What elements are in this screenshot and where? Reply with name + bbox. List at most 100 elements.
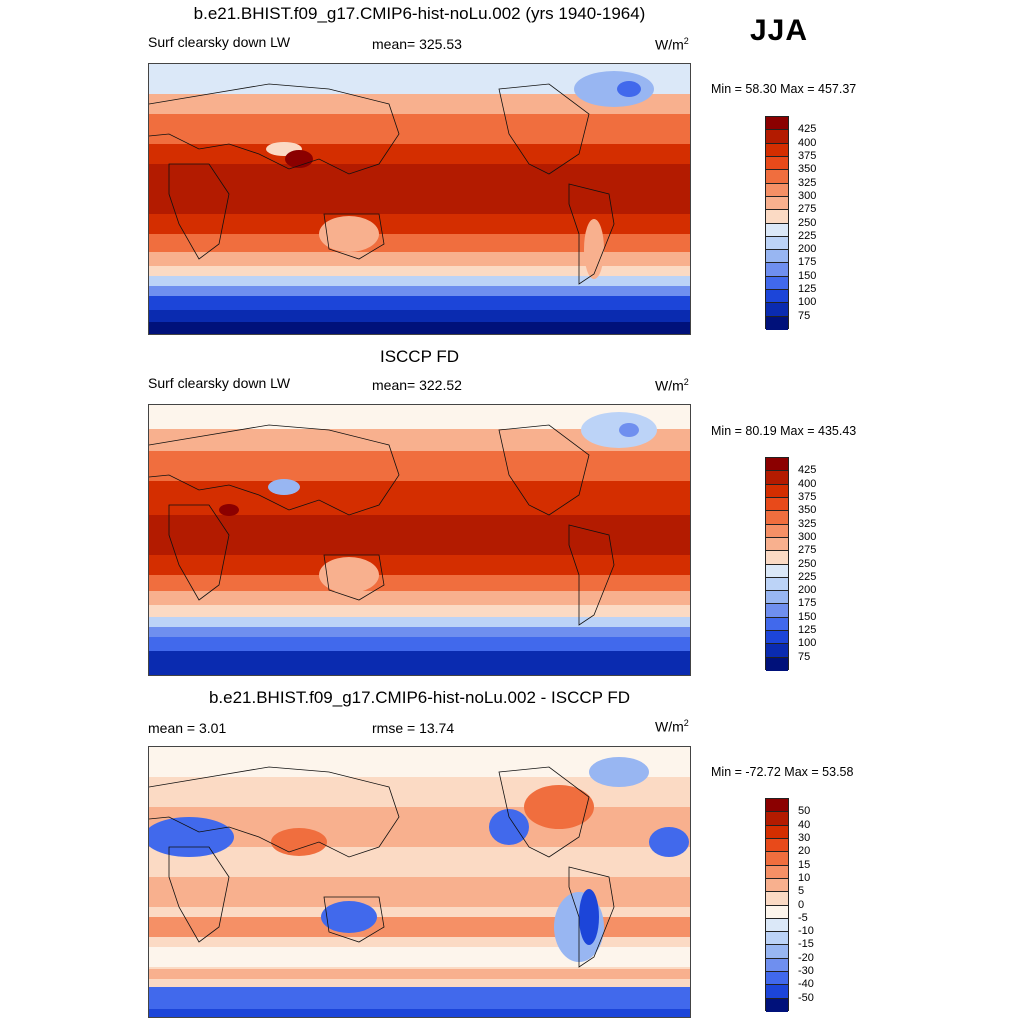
colorbar-swatch bbox=[766, 143, 788, 157]
colorbar-tick-label: 100 bbox=[798, 296, 817, 309]
colorbar-tick-label: 225 bbox=[798, 229, 817, 242]
panel1-units: W/m2 bbox=[655, 36, 689, 53]
colorbar-tick-label: 325 bbox=[798, 517, 817, 530]
colorbar-swatch bbox=[766, 316, 788, 330]
colorbar-swatch bbox=[766, 878, 788, 893]
colorbar-tick-label: 75 bbox=[798, 650, 811, 663]
colorbar-tick-label: 350 bbox=[798, 163, 817, 176]
season-label: JJA bbox=[750, 14, 809, 47]
colorbar-tick-label: -15 bbox=[798, 938, 814, 951]
panel1-map bbox=[148, 63, 691, 335]
colorbar-swatch bbox=[766, 958, 788, 973]
colorbar-tick-label: 125 bbox=[798, 283, 817, 296]
colorbar-swatch bbox=[766, 524, 788, 538]
colorbar-tick-label: 40 bbox=[798, 818, 811, 831]
panel3-units: W/m2 bbox=[655, 718, 689, 735]
colorbar-swatch bbox=[766, 551, 788, 565]
colorbar-swatch bbox=[766, 812, 788, 826]
panel3-rmse-label: rmse = 13.74 bbox=[372, 720, 455, 736]
colorbar-swatch bbox=[766, 170, 788, 184]
panel2-mean-label: mean= 322.52 bbox=[372, 377, 462, 393]
colorbar-tick-label: -40 bbox=[798, 978, 814, 991]
colorbar-swatch bbox=[766, 617, 788, 632]
colorbar-tick-label: 375 bbox=[798, 490, 817, 503]
colorbar-swatch bbox=[766, 945, 788, 959]
colorbar-swatch bbox=[766, 998, 788, 1012]
colorbar-swatch bbox=[766, 905, 788, 919]
colorbar-swatch bbox=[766, 657, 788, 671]
colorbar-tick-label: 275 bbox=[798, 544, 817, 557]
panel1-mean-label: mean= 325.53 bbox=[372, 36, 462, 52]
panel2-map bbox=[148, 404, 691, 676]
colorbar-swatch bbox=[766, 799, 788, 813]
panel2-units: W/m2 bbox=[655, 377, 689, 394]
colorbar-tick-label: 425 bbox=[798, 123, 817, 136]
colorbar-tick-label: 100 bbox=[798, 637, 817, 650]
colorbar-swatch bbox=[766, 631, 788, 645]
colorbar-tick-label: 250 bbox=[798, 216, 817, 229]
colorbar-tick-label: 400 bbox=[798, 136, 817, 149]
panel3-map bbox=[148, 746, 691, 1018]
panel1-variable-label: Surf clearsky down LW bbox=[148, 34, 291, 50]
colorbar-swatch bbox=[766, 511, 788, 525]
colorbar-swatch bbox=[766, 972, 788, 986]
colorbar-swatch bbox=[766, 604, 788, 618]
colorbar-swatch bbox=[766, 303, 788, 317]
colorbar-swatch bbox=[766, 290, 788, 304]
colorbar-swatch bbox=[766, 210, 788, 224]
panel3-colorbar bbox=[765, 798, 789, 1012]
colorbar-swatch bbox=[766, 236, 788, 251]
colorbar-swatch bbox=[766, 263, 788, 277]
colorbar-tick-label: 200 bbox=[798, 243, 817, 256]
colorbar-tick-label: 75 bbox=[798, 309, 811, 322]
colorbar-swatch bbox=[766, 484, 788, 498]
colorbar-swatch bbox=[766, 537, 788, 552]
colorbar-swatch bbox=[766, 117, 788, 131]
colorbar-tick-label: -20 bbox=[798, 951, 814, 964]
colorbar-tick-label: 200 bbox=[798, 584, 817, 597]
panel2-colorbar bbox=[765, 457, 789, 671]
colorbar-swatch bbox=[766, 838, 788, 853]
colorbar-swatch bbox=[766, 932, 788, 946]
colorbar-swatch bbox=[766, 223, 788, 237]
colorbar-tick-label: 15 bbox=[798, 858, 811, 871]
colorbar-swatch bbox=[766, 892, 788, 906]
colorbar-tick-label: 250 bbox=[798, 557, 817, 570]
colorbar-tick-label: 300 bbox=[798, 530, 817, 543]
colorbar-tick-label: -5 bbox=[798, 911, 808, 924]
panel3-minmax: Min = -72.72 Max = 53.58 bbox=[711, 765, 854, 779]
colorbar-swatch bbox=[766, 250, 788, 264]
colorbar-tick-label: 225 bbox=[798, 570, 817, 583]
colorbar-tick-label: 175 bbox=[798, 256, 817, 269]
colorbar-tick-label: 20 bbox=[798, 845, 811, 858]
colorbar-tick-label: 375 bbox=[798, 149, 817, 162]
panel3-mean-label: mean = 3.01 bbox=[148, 720, 227, 736]
colorbar-swatch bbox=[766, 130, 788, 144]
colorbar-swatch bbox=[766, 458, 788, 472]
colorbar-tick-label: 275 bbox=[798, 203, 817, 216]
colorbar-swatch bbox=[766, 156, 788, 171]
colorbar-tick-label: 300 bbox=[798, 189, 817, 202]
colorbar-tick-label: 425 bbox=[798, 464, 817, 477]
colorbar-swatch bbox=[766, 985, 788, 999]
colorbar-tick-label: 150 bbox=[798, 610, 817, 623]
panel2-minmax: Min = 80.19 Max = 435.43 bbox=[711, 424, 857, 438]
panel2-title: ISCCP FD bbox=[379, 347, 460, 366]
colorbar-swatch bbox=[766, 852, 788, 866]
colorbar-swatch bbox=[766, 865, 788, 879]
colorbar-tick-label: 400 bbox=[798, 477, 817, 490]
panel1-title: b.e21.BHIST.f09_g17.CMIP6-hist-noLu.002 … bbox=[193, 4, 646, 23]
panel1-colorbar bbox=[765, 116, 789, 330]
panel3-title: b.e21.BHIST.f09_g17.CMIP6-hist-noLu.002 … bbox=[208, 688, 631, 707]
colorbar-tick-label: -30 bbox=[798, 965, 814, 978]
colorbar-tick-label: 30 bbox=[798, 831, 811, 844]
colorbar-tick-label: 325 bbox=[798, 176, 817, 189]
colorbar-tick-label: 10 bbox=[798, 871, 811, 884]
colorbar-tick-label: -10 bbox=[798, 925, 814, 938]
colorbar-swatch bbox=[766, 825, 788, 839]
colorbar-tick-label: 150 bbox=[798, 269, 817, 282]
colorbar-swatch bbox=[766, 577, 788, 592]
colorbar-swatch bbox=[766, 918, 788, 933]
colorbar-tick-label: 175 bbox=[798, 597, 817, 610]
panel2-variable-label: Surf clearsky down LW bbox=[148, 375, 291, 391]
